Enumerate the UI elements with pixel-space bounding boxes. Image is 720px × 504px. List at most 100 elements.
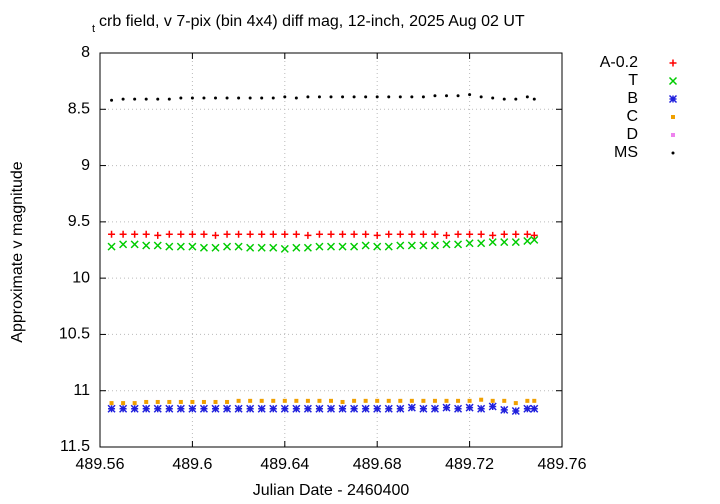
- point: [211, 243, 220, 252]
- y-tick-label: 8.5: [68, 101, 90, 118]
- point: [177, 230, 185, 238]
- x-tick-label: 489.76: [538, 456, 587, 473]
- point: [443, 231, 450, 239]
- point: [419, 404, 428, 413]
- point: [119, 240, 128, 249]
- point: [223, 242, 232, 251]
- point: [479, 95, 483, 99]
- point: [259, 398, 264, 403]
- y-tick-label: 9: [81, 157, 90, 174]
- point: [132, 401, 137, 406]
- point: [223, 230, 231, 238]
- legend-swatch: [668, 94, 678, 104]
- point: [214, 96, 217, 100]
- point: [361, 241, 370, 250]
- point: [260, 96, 264, 100]
- point: [213, 399, 218, 404]
- point: [490, 398, 495, 403]
- point: [292, 243, 301, 252]
- point: [513, 401, 518, 406]
- point: [352, 95, 356, 99]
- point: [235, 230, 243, 238]
- point: [271, 398, 276, 403]
- point: [165, 230, 173, 238]
- point: [511, 406, 520, 416]
- point: [315, 404, 324, 413]
- point: [142, 241, 151, 250]
- point: [500, 405, 509, 414]
- point: [339, 230, 347, 238]
- point: [294, 96, 298, 100]
- point: [512, 230, 520, 238]
- point: [130, 240, 139, 249]
- point: [107, 242, 116, 251]
- point: [246, 243, 255, 252]
- point: [502, 398, 507, 403]
- point: [444, 398, 449, 403]
- point: [523, 404, 532, 413]
- point: [305, 398, 310, 403]
- point: [246, 230, 254, 238]
- legend-label: B: [627, 90, 638, 107]
- point: [179, 96, 183, 100]
- point: [257, 243, 266, 252]
- point: [408, 230, 416, 238]
- point: [155, 399, 160, 404]
- point: [350, 242, 359, 251]
- point: [454, 240, 463, 249]
- point: [142, 404, 151, 413]
- y-tick-label: 10.5: [59, 326, 90, 343]
- point: [154, 231, 162, 239]
- point: [454, 404, 463, 413]
- point: [488, 402, 497, 411]
- point: [165, 404, 174, 413]
- point: [292, 404, 301, 413]
- point: [523, 236, 532, 246]
- point: [144, 97, 148, 101]
- point: [430, 404, 439, 413]
- legend-label: C: [626, 108, 638, 125]
- point: [199, 243, 208, 252]
- point: [306, 95, 310, 99]
- point: [454, 230, 462, 238]
- point: [407, 403, 416, 412]
- point: [248, 398, 253, 403]
- point: [373, 242, 382, 251]
- legend-label: A-0.2: [600, 54, 638, 71]
- point: [165, 242, 174, 251]
- point: [421, 398, 426, 403]
- point: [167, 97, 171, 101]
- point: [153, 404, 162, 413]
- point: [304, 231, 312, 239]
- point: [421, 95, 425, 99]
- point: [282, 398, 287, 403]
- point: [502, 97, 506, 101]
- point: [110, 98, 114, 102]
- point: [398, 95, 402, 99]
- point: [384, 242, 393, 251]
- point: [280, 244, 289, 253]
- point: [317, 95, 321, 99]
- point: [465, 403, 474, 412]
- point: [190, 96, 194, 100]
- point: [257, 404, 266, 413]
- point: [442, 403, 451, 412]
- point: [525, 95, 529, 99]
- y-tick-label: 11.5: [60, 438, 90, 455]
- x-tick-label: 489.72: [445, 456, 494, 473]
- point: [500, 238, 509, 247]
- point: [398, 398, 403, 403]
- legend-swatch: [669, 59, 677, 67]
- point: [119, 404, 128, 413]
- point: [466, 230, 474, 238]
- point: [361, 404, 370, 413]
- point: [121, 401, 126, 406]
- point: [109, 401, 114, 406]
- point: [258, 230, 266, 238]
- point: [530, 235, 539, 244]
- point: [338, 242, 347, 251]
- point: [442, 240, 451, 249]
- point: [419, 230, 427, 238]
- point: [156, 97, 160, 101]
- point: [121, 97, 125, 101]
